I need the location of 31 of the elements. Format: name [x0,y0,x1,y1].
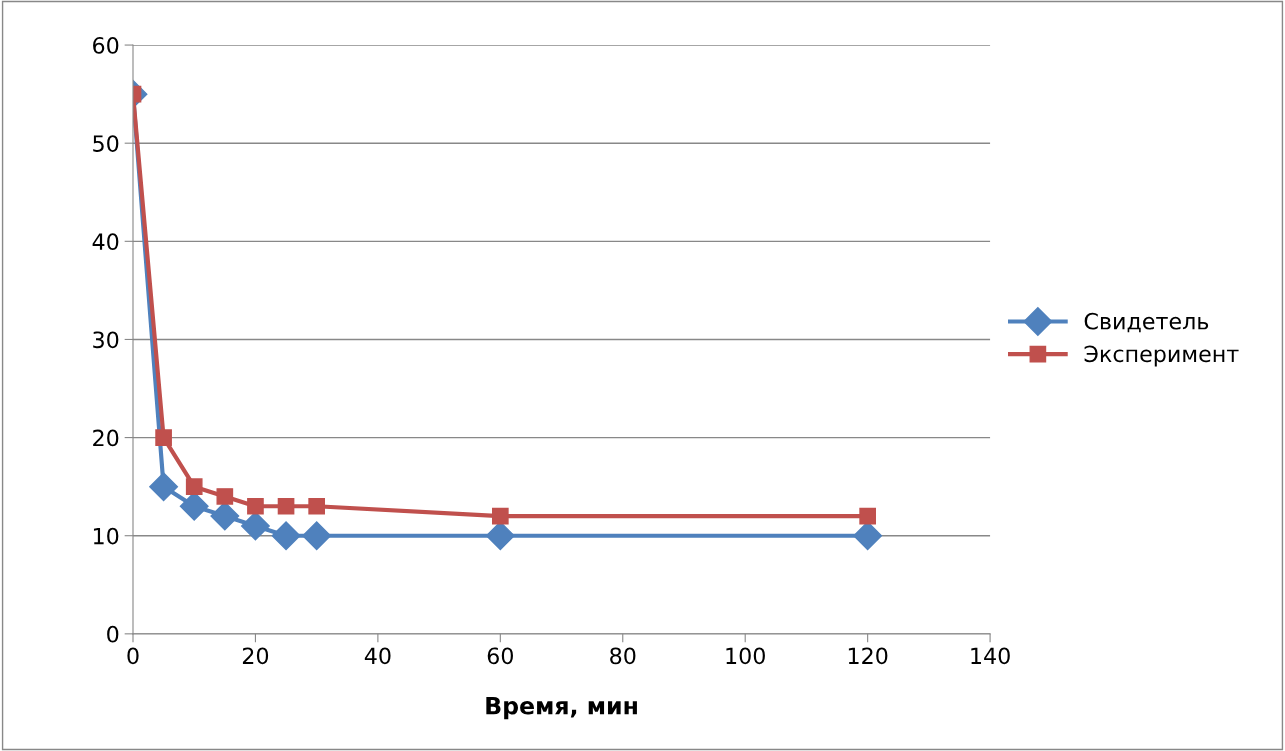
x-tick-label: 60 [487,647,513,665]
y-tick-label: 20 [93,429,119,447]
point [185,478,203,495]
x-tick-label: 120 [848,647,888,665]
point [155,429,172,446]
point [247,497,264,515]
legend-label: Эксперимент [1084,345,1239,367]
y-tick-label: 50 [93,135,119,152]
x-tick-label: 80 [610,647,636,665]
point [271,521,301,551]
x-tick-label: 140 [971,647,1010,665]
point [216,488,234,505]
point [491,507,509,525]
point [308,497,325,515]
y-tick-label: 10 [93,527,119,545]
y-tick-label: 40 [92,233,119,251]
y-tick-label: 0 [107,625,119,643]
x-tick-label: 0 [127,647,139,665]
point [853,521,883,551]
point [485,521,515,551]
x-tick-label: 40 [364,647,391,665]
y-tick-label: 30 [93,331,119,349]
point [277,497,295,515]
x-axis-title: Время, мин [486,697,637,720]
point [302,521,332,551]
x-tick-label: 100 [726,647,765,665]
y-tick-label: 60 [93,37,119,54]
x-tick-label: 20 [242,647,269,665]
point [149,472,179,502]
legend-label: Свидетель [1084,312,1209,333]
point [859,507,876,525]
